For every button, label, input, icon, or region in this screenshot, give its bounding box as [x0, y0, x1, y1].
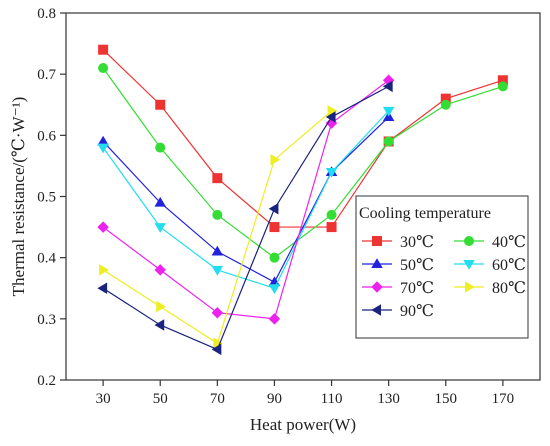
y-tick-label: 0.3: [37, 312, 56, 328]
legend-label: 70℃: [400, 280, 434, 297]
axes: 0.2 0.3 0.4 0.5 0.6 0.7 0.8 30 50 70 90 110 130 150 17…: [37, 6, 541, 407]
data-point: [154, 223, 166, 233]
series-line: [102, 110, 390, 289]
legend-item: 80℃: [454, 280, 526, 297]
data-point: [211, 245, 224, 256]
data-point: [382, 106, 395, 117]
data-point: [155, 99, 166, 110]
x-tick-label: 170: [492, 391, 515, 407]
legend-label: 50℃: [400, 257, 434, 274]
data-point: [97, 143, 109, 154]
data-point: [326, 209, 337, 220]
series-line: [102, 67, 504, 259]
data-point: [371, 258, 383, 268]
y-tick-label: 0.4: [37, 251, 56, 267]
legend-label: 40℃: [492, 234, 526, 251]
legend-label: 60℃: [492, 257, 526, 274]
legend-box: [355, 195, 529, 339]
data-point: [155, 142, 166, 153]
data-point: [270, 154, 281, 166]
data-point: [325, 168, 338, 178]
data-point: [211, 306, 224, 319]
y-tick-label: 0.5: [37, 190, 56, 206]
legend-item: 50℃: [362, 257, 434, 274]
data-point: [99, 264, 109, 276]
legend-item: 30℃: [362, 234, 434, 251]
data-point: [212, 173, 223, 184]
data-point: [440, 99, 451, 110]
data-point: [154, 319, 165, 331]
data-point: [269, 252, 280, 263]
series-layer: [97, 44, 508, 356]
legend-label: 30℃: [400, 234, 434, 251]
data-point: [382, 80, 393, 93]
y-tick-label: 0.6: [37, 128, 56, 144]
legend: Cooling temperature 30℃ 40℃ 50℃ 60℃ 70℃ 80℃ 90℃: [355, 195, 529, 339]
x-tick-label: 30: [96, 391, 111, 407]
y-tick-label: 0.2: [37, 373, 56, 389]
x-tick-label: 110: [321, 391, 343, 407]
series-line: [102, 116, 390, 283]
data-point: [213, 337, 224, 350]
data-point: [154, 264, 166, 276]
x-tick-label: 130: [377, 391, 400, 407]
y-tick-label: 0.7: [37, 67, 56, 83]
legend-item: 60℃: [454, 257, 526, 274]
y-axis-title: Thermal resistance/(℃·W⁻¹): [9, 97, 28, 297]
x-axis-title: Heat power(W): [250, 415, 356, 434]
data-point: [156, 300, 166, 313]
data-point: [268, 284, 281, 294]
x-tick-label: 70: [210, 391, 225, 407]
legend-label: 90℃: [400, 303, 434, 320]
data-point: [269, 222, 280, 233]
x-tick-label: 50: [153, 391, 168, 407]
data-point: [440, 93, 451, 104]
data-point: [371, 281, 383, 293]
x-tick-label: 150: [435, 391, 458, 407]
data-point: [211, 265, 224, 276]
data-point: [212, 209, 223, 220]
data-point: [372, 236, 382, 246]
data-point: [326, 222, 337, 233]
legend-title: Cooling temperature: [359, 205, 491, 222]
legend-item: 90℃: [362, 303, 434, 320]
series-5: [99, 105, 338, 350]
data-point: [463, 260, 475, 270]
data-point: [211, 343, 222, 356]
data-point: [98, 63, 109, 74]
x-tick-label: 90: [267, 391, 282, 407]
data-point: [268, 313, 281, 325]
data-point: [383, 136, 394, 147]
data-point: [497, 75, 508, 86]
data-point: [327, 105, 338, 117]
data-point: [97, 221, 109, 233]
legend-label: 80℃: [492, 280, 526, 297]
data-point: [154, 196, 166, 207]
series-1: [98, 63, 508, 263]
series-6: [97, 80, 393, 356]
data-point: [97, 282, 108, 294]
data-point: [325, 111, 336, 123]
y-tick-label: 0.8: [37, 6, 56, 22]
data-point: [371, 304, 381, 316]
data-point: [97, 135, 109, 146]
legend-item: 70℃: [362, 280, 434, 297]
data-point: [464, 236, 474, 246]
data-point: [465, 281, 475, 293]
data-point: [268, 202, 279, 215]
series-line: [102, 79, 390, 320]
data-point: [98, 44, 109, 55]
series-line: [102, 85, 389, 351]
data-point: [497, 81, 508, 92]
legend-item: 40℃: [454, 234, 526, 251]
